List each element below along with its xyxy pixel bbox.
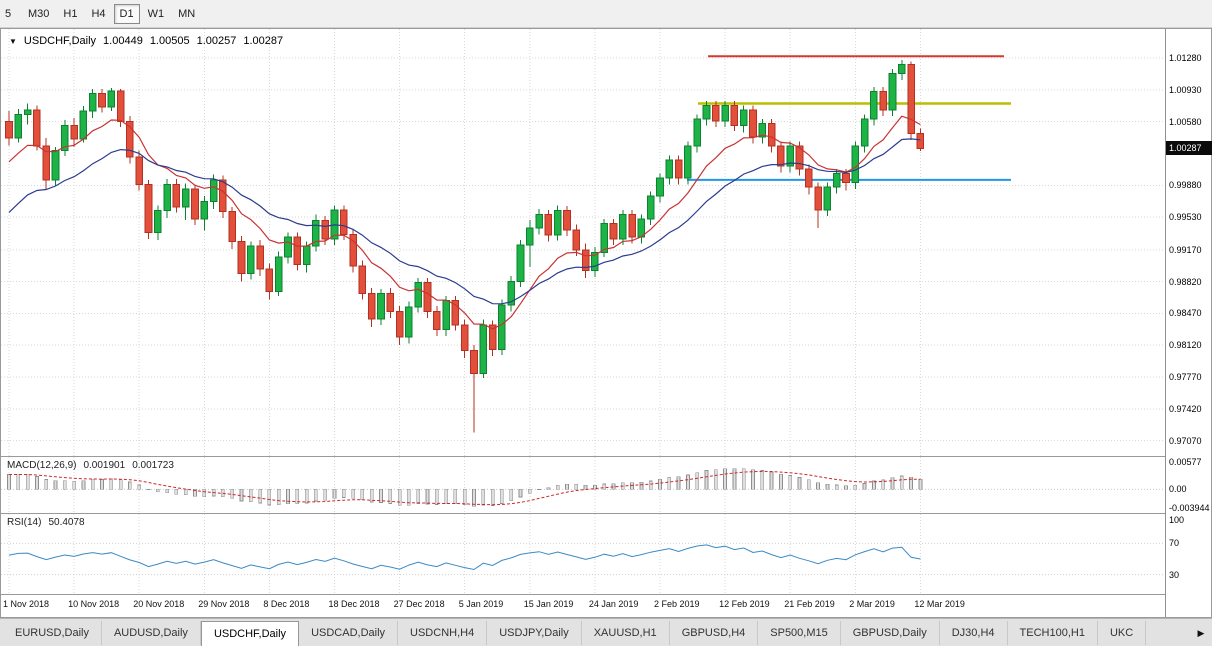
price-axis-label: 0.99530 [1169, 212, 1202, 223]
rsi-line [8, 544, 921, 571]
chart-tabs: EURUSD,Daily AUDUSD,Daily USDCHF,Daily USDC… [0, 621, 1190, 646]
pane-separator[interactable] [1, 456, 1165, 457]
tab-scroll-right-icon[interactable]: ▶ [1197, 628, 1205, 638]
timeframe-toolbar: 5 M30 H1 H4 D1 W1 MN [0, 0, 1212, 28]
tab-usdcad-daily[interactable]: USDCAD,Daily [299, 621, 399, 645]
date-label: 1 Nov 2018 [3, 599, 50, 609]
macd-histogram [7, 468, 923, 507]
timeframe-H4[interactable]: H4 [91, 7, 106, 20]
price-axis-label: 1.00580 [1169, 116, 1202, 127]
tab-ukc[interactable]: UKC [1097, 621, 1147, 645]
rsi-axis-label: 30 [1169, 569, 1180, 580]
date-label: 15 Jan 2019 [523, 599, 574, 609]
right-scale[interactable]: 1.01280 1.00930 1.00580 0.99880 0.99530 0.991… [1165, 29, 1212, 617]
timeframe-5[interactable]: 5 [4, 7, 12, 20]
price-axis-label: 0.99170 [1169, 244, 1202, 255]
price-axis-label: 0.98470 [1169, 308, 1202, 319]
date-label: 24 Jan 2019 [588, 599, 639, 609]
price-axis-label: 1.01280 [1169, 53, 1202, 64]
date-label: 12 Mar 2019 [914, 599, 965, 609]
price-axis-label: 0.97770 [1169, 371, 1202, 382]
ma-slow-line [8, 138, 921, 305]
tab-gbpusd-daily[interactable]: GBPUSD,Daily [840, 621, 940, 645]
timeframe-M30[interactable]: M30 [28, 7, 50, 20]
timeframe-H1[interactable]: H1 [63, 7, 78, 20]
price-axis-label: 0.98820 [1169, 276, 1202, 287]
candles [5, 59, 925, 433]
chart-dropdown-icon[interactable]: ▼ [9, 36, 17, 46]
chart-window: 1 Nov 2018 10 Nov 2018 20 Nov 2018 29 Nov 2… [0, 28, 1212, 618]
price-axis-label: 0.97420 [1169, 403, 1202, 414]
date-label: 5 Jan 2019 [458, 599, 504, 609]
macd-pane[interactable] [1, 457, 1165, 513]
macd-signal-line [9, 470, 921, 506]
macd-axis-label: -0.003944 [1169, 503, 1210, 513]
tab-usdcnh-h4[interactable]: USDCNH,H4 [398, 621, 488, 645]
rsi-axis-label: 70 [1169, 538, 1180, 549]
date-label: 2 Feb 2019 [654, 599, 700, 609]
tab-audusd-daily[interactable]: AUDUSD,Daily [101, 621, 201, 645]
price-pane[interactable] [1, 29, 1165, 456]
timeframe-D1[interactable]: D1 [113, 3, 140, 24]
rsi-axis-label: 100 [1169, 515, 1185, 525]
current-price-tag: 1.00287 [1166, 141, 1212, 156]
tab-xauusd-h1[interactable]: XAUUSD,H1 [581, 621, 670, 645]
date-label: 10 Nov 2018 [68, 599, 120, 609]
date-label: 8 Dec 2018 [263, 599, 310, 609]
macd-axis-label: 0.00577 [1169, 457, 1202, 467]
tab-tech100-h1[interactable]: TECH100,H1 [1007, 621, 1098, 645]
pane-separator [1, 594, 1165, 595]
pane-separator[interactable] [1, 513, 1165, 514]
date-label: 27 Dec 2018 [393, 599, 445, 609]
date-label: 12 Feb 2019 [719, 599, 770, 609]
price-axis-label: 1.00930 [1169, 84, 1202, 95]
tab-usdjpy-daily[interactable]: USDJPY,Daily [487, 621, 582, 645]
date-label: 2 Mar 2019 [849, 599, 895, 609]
tab-usdchf-daily[interactable]: USDCHF,Daily [200, 621, 300, 646]
price-axis-label: 0.98120 [1169, 340, 1202, 351]
price-axis-label: 0.99880 [1169, 180, 1202, 191]
date-axis[interactable]: 1 Nov 2018 10 Nov 2018 20 Nov 2018 29 Nov 2… [1, 595, 1165, 617]
tab-bar: EURUSD,Daily AUDUSD,Daily USDCHF,Daily USDC… [0, 618, 1212, 646]
tab-dj30-h4[interactable]: DJ30,H4 [939, 621, 1008, 645]
macd-axis-label: 0.00 [1169, 484, 1187, 495]
date-label: 20 Nov 2018 [133, 599, 185, 609]
tab-eurusd-daily[interactable]: EURUSD,Daily [3, 621, 102, 645]
tab-gbpusd-h4[interactable]: GBPUSD,H4 [669, 621, 759, 645]
timeframe-MN[interactable]: MN [178, 7, 196, 20]
timeframe-W1[interactable]: W1 [147, 7, 165, 20]
date-label: 21 Feb 2019 [784, 599, 835, 609]
rsi-pane[interactable] [1, 514, 1165, 594]
price-axis-label: 0.97070 [1169, 435, 1202, 446]
tab-sp500-m15[interactable]: SP500,M15 [758, 621, 841, 645]
date-label: 29 Nov 2018 [198, 599, 250, 609]
date-label: 18 Dec 2018 [328, 599, 380, 609]
